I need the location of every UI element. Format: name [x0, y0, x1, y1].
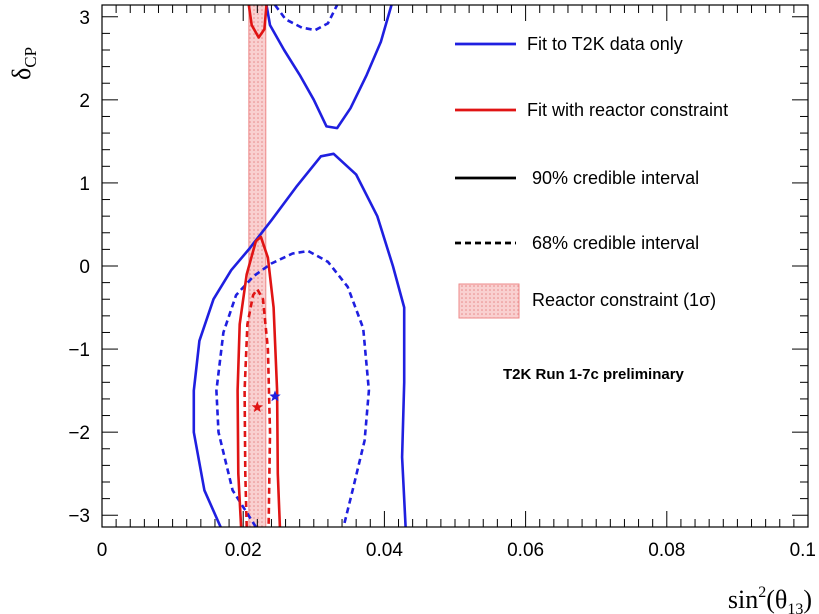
contour-reactor-90-4 — [247, 4, 268, 39]
legend-label-1: Fit with reactor constraint — [527, 100, 728, 120]
legend-label-2: 90% credible interval — [532, 168, 699, 188]
contour-t2k-90-1 — [192, 152, 407, 528]
y-tick-label: 2 — [79, 91, 90, 112]
preliminary-annotation: T2K Run 1-7c preliminary — [503, 366, 685, 383]
x-tick-label: 0.02 — [225, 540, 262, 561]
contour-reactor-90-5 — [236, 235, 282, 528]
best-fit-star-reactor — [251, 401, 263, 413]
x-tick-label: 0.06 — [507, 540, 544, 561]
x-title-sub: 13 — [787, 601, 803, 614]
x-tick-label: 0.1 — [790, 540, 816, 561]
best-fit-star-t2k — [269, 390, 281, 402]
x-tick-label: 0 — [97, 540, 108, 561]
legend-swatch-4 — [458, 283, 520, 319]
x-title-close: ) — [803, 585, 812, 614]
y-tick-label: 0 — [79, 257, 90, 278]
x-axis-title: sin2(θ13) — [728, 584, 812, 614]
x-tick-label: 0.08 — [648, 540, 685, 561]
y-tick-label: 3 — [79, 8, 90, 29]
y-axis-title: δCP — [7, 47, 40, 80]
legend-label-0: Fit to T2K data only — [527, 34, 683, 54]
contour-t2k-68-2 — [273, 4, 339, 32]
y-title-main: δ — [7, 68, 36, 80]
y-tick-label: −2 — [68, 423, 90, 444]
x-title-main: sin — [728, 585, 758, 614]
x-title-sup: 2 — [758, 584, 766, 601]
legend-label-4: Reactor constraint (1σ) — [532, 290, 716, 310]
x-title-open: (θ — [766, 585, 787, 614]
x-tick-label: 0.04 — [366, 540, 403, 561]
reactor-constraint-band — [248, 4, 267, 528]
y-tick-label: −1 — [68, 340, 90, 361]
y-title-sub: CP — [21, 47, 40, 68]
contour-t2k-68-3 — [215, 249, 371, 528]
y-tick-label: 1 — [79, 174, 90, 195]
contour-t2k-90-0 — [265, 4, 393, 130]
legend-label-3: 68% credible interval — [532, 233, 699, 253]
y-tick-label: −3 — [68, 506, 90, 527]
contour-reactor-68-6 — [243, 288, 272, 528]
